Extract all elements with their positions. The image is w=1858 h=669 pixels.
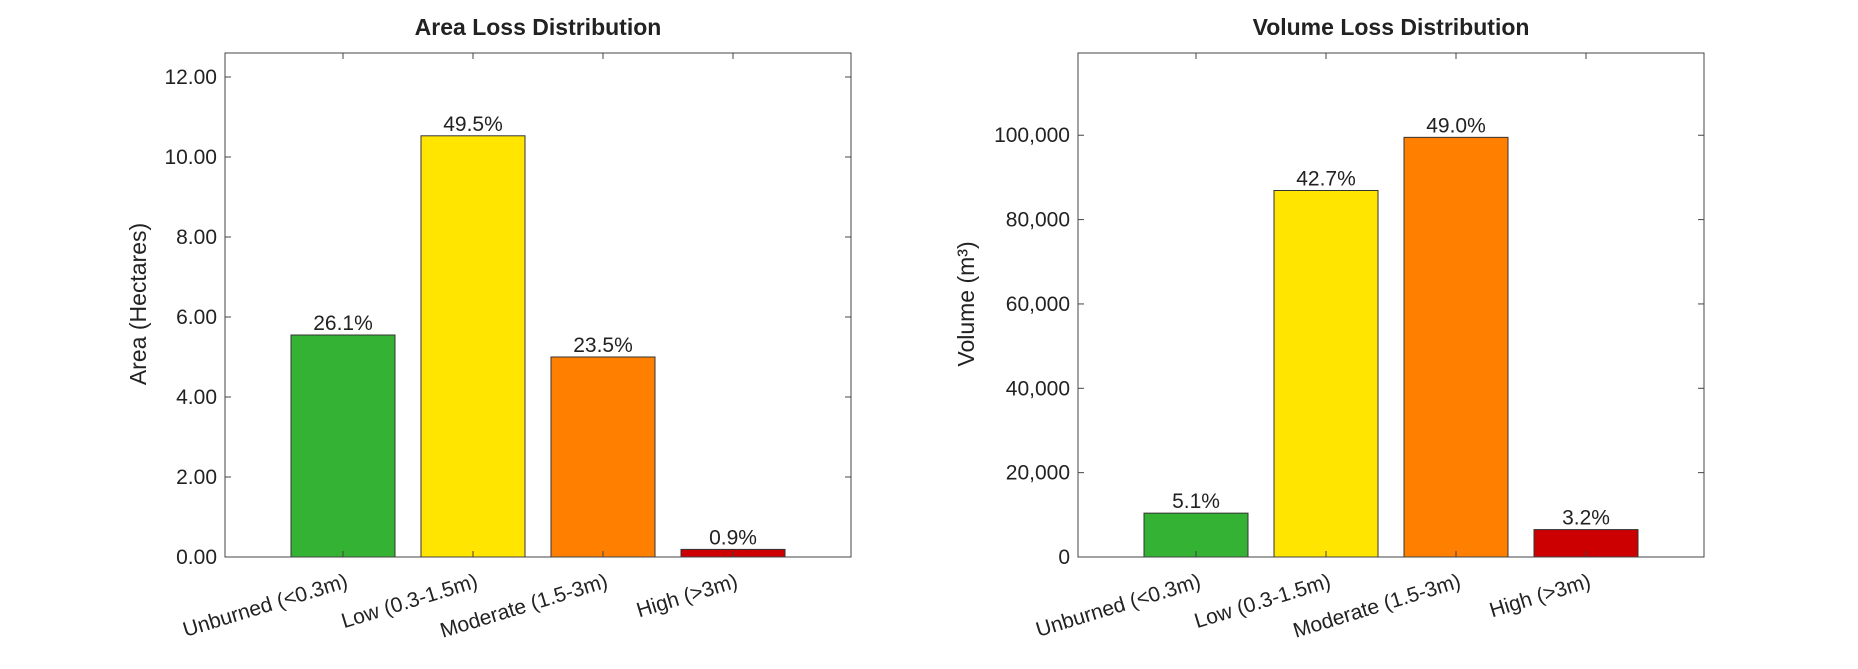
bar-group: [1143, 136, 1639, 558]
y-tick-label: 4.00: [176, 386, 217, 409]
y-axis-label: Area (Hectares): [125, 223, 151, 385]
y-tick-label: 0.00: [176, 546, 217, 569]
chart-title: Volume Loss Distribution: [1253, 14, 1530, 40]
plot-frame: [1077, 52, 1705, 558]
data-label: 5.1%: [1172, 490, 1220, 513]
y-axis: 0.00 2.00 4.00 6.00 8.00 10.00 12.00: [164, 66, 851, 569]
x-tick-label: Unburned (<0.3m): [1033, 570, 1203, 642]
y-tick-label: 100,000: [994, 124, 1070, 147]
y-tick-label: 0: [1058, 546, 1070, 569]
data-label: 26.1%: [313, 312, 373, 335]
bar: [1273, 189, 1379, 558]
data-label-group: 5.1% 42.7% 49.0% 3.2%: [1172, 114, 1610, 529]
plot-frame: [224, 52, 852, 558]
data-label-group: 26.1% 49.5% 23.5% 0.9%: [313, 113, 757, 550]
bar: [420, 135, 526, 558]
y-tick-label: 12.00: [164, 66, 217, 89]
y-tick-label: 2.00: [176, 466, 217, 489]
data-label: 0.9%: [709, 526, 757, 549]
bar: [1403, 136, 1509, 558]
data-label: 3.2%: [1562, 507, 1610, 530]
data-label: 49.0%: [1426, 114, 1486, 137]
y-axis-label: Volume (m³): [953, 241, 979, 366]
y-tick-label: 20,000: [1006, 462, 1070, 485]
y-tick-label: 60,000: [1006, 293, 1070, 316]
bar: [1143, 512, 1249, 558]
data-label: 49.5%: [443, 113, 503, 136]
y-tick-label: 6.00: [176, 306, 217, 329]
bar: [550, 356, 656, 558]
area-loss-chart: Area Loss Distribution Area (Hectares) 0…: [125, 14, 852, 643]
x-tick-label: High (>3m): [1487, 570, 1594, 623]
data-label: 23.5%: [573, 334, 633, 357]
data-label: 42.7%: [1296, 167, 1356, 190]
y-tick-label: 8.00: [176, 226, 217, 249]
bar-group: [290, 135, 786, 558]
y-tick-label: 80,000: [1006, 209, 1070, 232]
bar: [290, 334, 396, 558]
y-axis: 0 20,000 40,000 60,000 80,000 100,000: [994, 124, 1704, 569]
x-tick-label: High (>3m): [634, 570, 741, 623]
y-tick-label: 10.00: [164, 146, 217, 169]
x-tick-label: Unburned (<0.3m): [180, 570, 350, 642]
volume-loss-chart: Volume Loss Distribution Volume (m³) 0 20…: [953, 14, 1705, 643]
y-tick-label: 40,000: [1006, 377, 1070, 400]
chart-title: Area Loss Distribution: [415, 14, 662, 40]
